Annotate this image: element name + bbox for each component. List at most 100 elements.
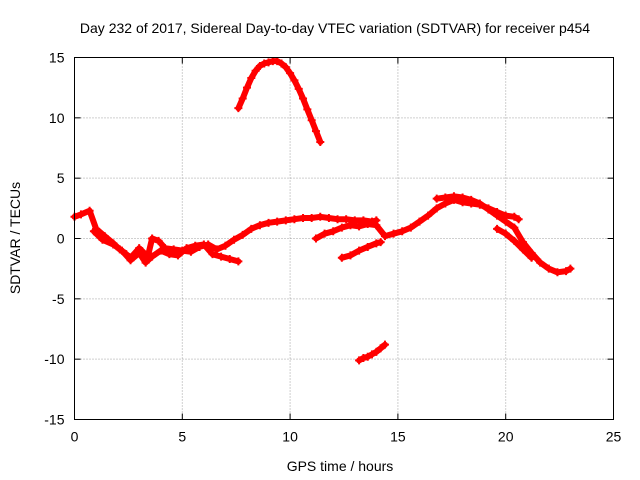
data-point [324, 213, 333, 222]
series-track [235, 58, 324, 145]
data-point [135, 248, 144, 257]
data-point [148, 252, 157, 261]
y-tick-label: 15 [49, 50, 65, 66]
data-point [311, 234, 320, 243]
data-point [141, 258, 150, 267]
data-point [234, 257, 243, 266]
data-point [251, 66, 260, 75]
y-tick-label: -5 [52, 291, 65, 307]
data-point [493, 224, 502, 233]
data-point [527, 253, 536, 262]
data-point [173, 251, 182, 260]
data-point [449, 192, 458, 201]
data-points [70, 57, 575, 365]
data-point [303, 105, 312, 114]
x-axis-label: GPS time / hours [287, 458, 394, 474]
data-point [148, 234, 157, 243]
data-point [208, 250, 217, 259]
x-tick-label: 0 [71, 429, 79, 445]
data-point [238, 230, 247, 239]
data-point [372, 221, 381, 230]
data-point [307, 213, 316, 222]
data-point [562, 267, 571, 276]
data-point [76, 210, 85, 219]
data-point [359, 353, 368, 362]
chart-title: Day 232 of 2017, Sidereal Day-to-day VTE… [80, 20, 590, 36]
data-point [264, 58, 273, 67]
data-point [484, 205, 493, 214]
data-point [406, 223, 415, 232]
data-point [518, 238, 527, 247]
data-point [255, 61, 264, 70]
data-point [544, 264, 553, 273]
data-point [316, 212, 325, 221]
y-tick-label: 5 [57, 170, 65, 186]
data-point [311, 127, 320, 136]
data-point [355, 356, 364, 365]
grid-lines [74, 57, 614, 420]
data-point [165, 250, 174, 259]
data-point [329, 227, 338, 236]
data-point [264, 218, 273, 227]
data-point [501, 229, 510, 238]
data-point [286, 69, 295, 78]
data-point [294, 84, 303, 93]
data-point [368, 350, 377, 359]
data-point [389, 229, 398, 238]
y-axis-label: SDTVAR / TECUs [7, 182, 23, 294]
data-point [89, 227, 98, 236]
data-point [518, 245, 527, 254]
data-point [510, 236, 519, 245]
data-point [346, 251, 355, 260]
data-point [191, 241, 200, 250]
x-tick-label: 25 [606, 429, 622, 445]
data-point [217, 252, 226, 261]
x-tick-label: 10 [282, 429, 298, 445]
data-point [98, 235, 107, 244]
data-point [281, 63, 290, 72]
data-point [273, 217, 282, 226]
data-point [376, 238, 385, 247]
data-point [337, 253, 346, 262]
data-series [234, 57, 325, 146]
data-point [536, 258, 545, 267]
data-point [380, 232, 389, 241]
data-series [89, 227, 243, 267]
data-point [320, 229, 329, 238]
data-series [432, 192, 575, 277]
data-point [415, 217, 424, 226]
data-point [299, 94, 308, 103]
data-point [432, 194, 441, 203]
data-series [355, 340, 389, 365]
data-point [85, 206, 94, 215]
axis-ticks: 0 5 10 15 20 25 -15 -10 -5 0 5 10 15 [44, 50, 621, 445]
x-tick-label: 20 [498, 429, 514, 445]
data-point [154, 236, 163, 245]
data-point [363, 220, 372, 229]
data-point [372, 239, 381, 248]
data-point [333, 215, 342, 224]
data-series [493, 224, 536, 262]
data-point [247, 224, 256, 233]
data-point [290, 215, 299, 224]
data-point [242, 83, 251, 92]
y-tick-label: 0 [57, 231, 65, 247]
data-point [363, 352, 372, 361]
data-point [260, 59, 269, 68]
y-tick-label: -15 [44, 412, 64, 428]
y-tick-label: -10 [44, 351, 64, 367]
data-point [307, 116, 316, 125]
data-point [234, 104, 243, 113]
data-point [380, 340, 389, 349]
data-point [398, 227, 407, 236]
data-point [199, 240, 208, 249]
data-point [363, 242, 372, 251]
data-point [376, 344, 385, 353]
data-point [273, 57, 282, 66]
data-point [247, 74, 256, 83]
data-point [432, 204, 441, 213]
data-series [337, 238, 385, 262]
data-point [566, 264, 575, 273]
data-point [299, 213, 308, 222]
